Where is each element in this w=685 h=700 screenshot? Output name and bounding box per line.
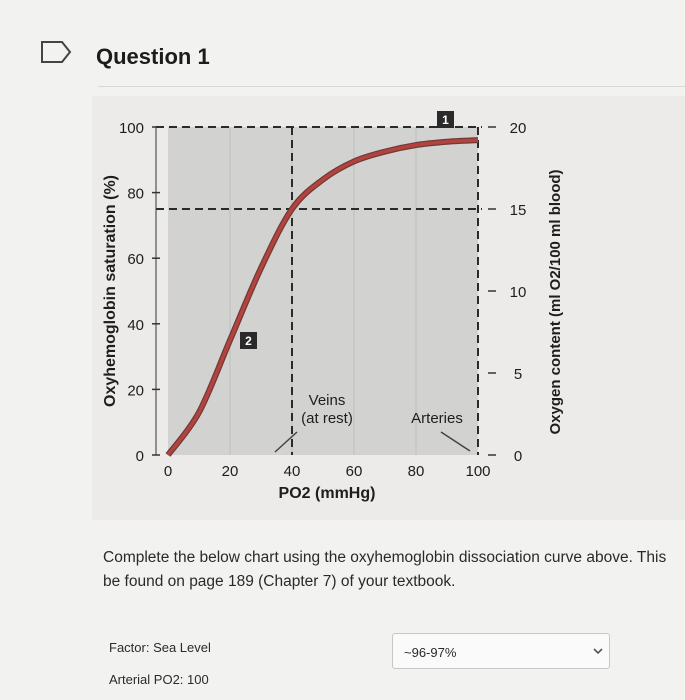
instructions-text: Complete the below chart using the oxyhe… [103, 546, 685, 594]
instructions-line-2: be found on page 189 (Chapter 7) of your… [103, 573, 456, 590]
arteries-label: Arteries [411, 410, 463, 427]
veins-pointer [274, 431, 298, 453]
x-tick-label: 100 [465, 463, 490, 480]
saturation-answer-select[interactable]: ~96-97% [392, 633, 610, 669]
veins-sublabel: (at rest) [301, 410, 353, 427]
y-tick-label: 40 [127, 317, 144, 334]
y2-tick-label: 15 [510, 202, 527, 219]
arterial-po2-label: Arterial PO2: 100 [109, 672, 209, 687]
bookmark-icon[interactable] [40, 40, 72, 64]
dissociation-curve [166, 138, 479, 457]
marker-2-box [240, 332, 257, 349]
y-tick-label: 80 [127, 186, 144, 203]
y2-tick-label: 5 [514, 366, 522, 383]
y2-axis-label: Oxygen content (ml O2/100 ml blood) [547, 169, 564, 434]
y-tick-label: 100 [119, 120, 144, 137]
y-tick-label: 0 [136, 448, 144, 465]
arteries-pointer [440, 431, 471, 452]
x-axis-label: PO2 (mmHg) [279, 485, 376, 502]
header-divider [98, 86, 685, 87]
x-tick-label: 0 [164, 463, 172, 480]
marker-2-label: 2 [245, 334, 252, 348]
chevron-down-icon [593, 648, 603, 655]
y-tick-label: 60 [127, 251, 144, 268]
question-title: Question 1 [96, 44, 210, 69]
y2-tick-label: 0 [514, 448, 522, 465]
factor-label: Factor: Sea Level [109, 640, 211, 655]
y-tick-label: 20 [127, 382, 144, 399]
x-tick-label: 80 [408, 463, 425, 480]
y-axis-label: Oxyhemoglobin saturation (%) [102, 175, 119, 407]
marker-1-label: 1 [442, 113, 449, 127]
x-tick-label: 60 [346, 463, 363, 480]
x-tick-label: 20 [222, 463, 239, 480]
instructions-line-1: Complete the below chart using the oxyhe… [103, 549, 667, 566]
y2-tick-label: 10 [510, 284, 527, 301]
oxyhemoglobin-chart: 0 20 40 60 80 100 0 20 40 60 80 100 0 5 10 15 20 Oxyhemo… [102, 111, 564, 502]
marker-1-box [437, 111, 454, 128]
x-tick-label: 40 [284, 463, 301, 480]
veins-label: Veins [309, 392, 346, 409]
selected-value: ~96-97% [404, 645, 457, 660]
y2-tick-label: 20 [510, 120, 527, 137]
